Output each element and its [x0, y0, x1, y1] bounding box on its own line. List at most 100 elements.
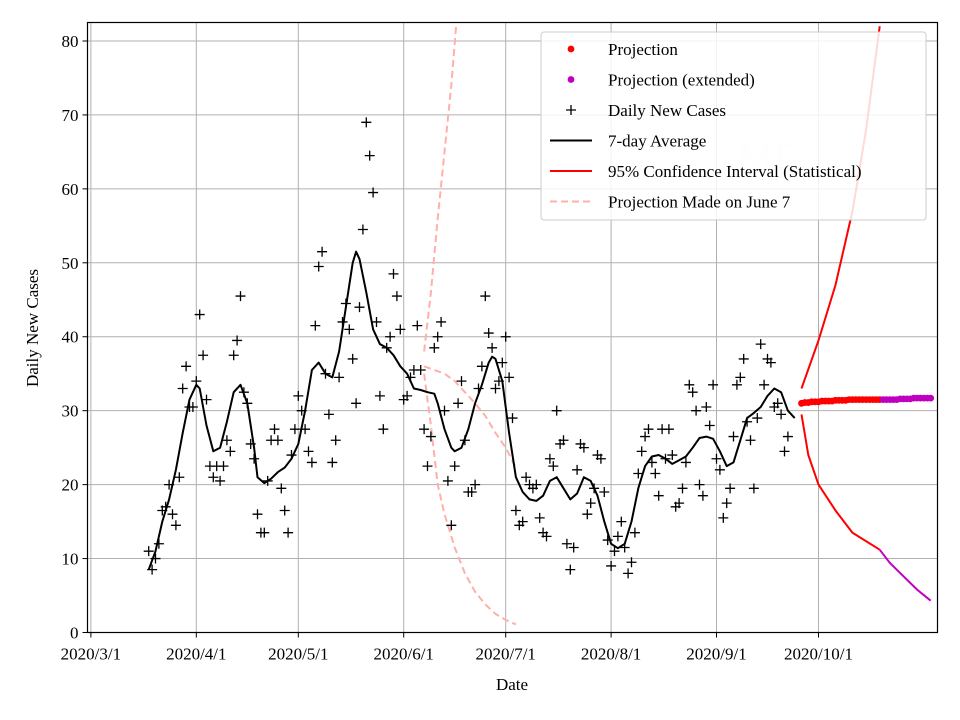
daily-case-point — [283, 527, 294, 538]
daily-case-point — [181, 361, 192, 372]
daily-case-point — [368, 187, 379, 198]
daily-case-point — [735, 372, 746, 383]
x-tick-label: 2020/8/1 — [581, 645, 641, 664]
daily-case-point — [272, 435, 283, 446]
plot-frame — [86, 21, 939, 634]
daily-case-point — [646, 457, 657, 468]
plot-area-data — [143, 22, 935, 626]
daily-case-point — [500, 331, 511, 342]
daily-case-point — [650, 468, 661, 479]
daily-case-point — [439, 405, 450, 416]
daily-case-point — [725, 483, 736, 494]
daily-case-point — [480, 291, 491, 302]
legend-daily-marker — [566, 105, 576, 115]
daily-case-point — [721, 498, 732, 509]
daily-case-point — [653, 490, 664, 501]
daily-case-point — [347, 353, 358, 364]
daily-case-point — [245, 438, 256, 449]
daily-case-point — [504, 372, 515, 383]
ci-lower-extended-line — [878, 549, 932, 602]
daily-case-point — [344, 324, 355, 335]
y-tick-label: 50 — [62, 254, 79, 273]
daily-case-point — [249, 453, 260, 464]
legend-item-projection_extended: Projection (extended) — [567, 71, 755, 90]
daily-case-point — [626, 557, 637, 568]
daily-case-point — [701, 401, 712, 412]
daily-case-point — [660, 453, 671, 464]
daily-case-point — [215, 475, 226, 486]
daily-case-point — [633, 468, 644, 479]
daily-case-point — [714, 464, 725, 475]
daily-case-point — [238, 387, 249, 398]
daily-case-point — [759, 379, 770, 390]
x-axis: 2020/3/1 2020/4/1 2020/5/1 2020/6/1 2020/7/1… — [61, 632, 853, 664]
daily-case-point — [470, 479, 481, 490]
legend-item-daily: Daily New Cases — [566, 101, 726, 120]
daily-case-point — [487, 342, 498, 353]
daily-case-point — [643, 424, 654, 435]
legend-label: 7-day Average — [608, 132, 706, 151]
y-tick-label: 10 — [62, 550, 79, 569]
daily-case-point — [412, 320, 423, 331]
daily-case-point — [565, 564, 576, 575]
daily-case-point — [568, 542, 579, 553]
legend-label: 95% Confidence Interval (Statistical) — [608, 162, 862, 181]
daily-case-point — [422, 461, 433, 472]
daily-case-point — [629, 527, 640, 538]
daily-case-point — [599, 487, 610, 498]
daily-case-point — [589, 483, 600, 494]
daily-case-point — [425, 431, 436, 442]
daily-case-point — [337, 316, 348, 327]
daily-case-point — [595, 453, 606, 464]
daily-case-point — [728, 431, 739, 442]
legend-projection-extended-marker — [567, 76, 575, 83]
legend-label: Projection — [608, 40, 678, 59]
x-tick-label: 2020/4/1 — [166, 645, 226, 664]
x-tick-label: 2020/9/1 — [686, 645, 746, 664]
daily-case-point — [232, 335, 243, 346]
daily-case-point — [385, 331, 396, 342]
daily-case-point — [334, 372, 345, 383]
x-tick-label: 2020/10/1 — [784, 645, 853, 664]
daily-case-point — [776, 409, 787, 420]
legend: Projection Projection (extended) Daily New… — [540, 31, 927, 221]
june7-projection-middle — [423, 365, 517, 469]
daily-case-point — [623, 568, 634, 579]
daily-case-point — [381, 342, 392, 353]
daily-case-point — [405, 372, 416, 383]
y-axis-label: Daily New Cases — [23, 269, 42, 387]
x-tick-label: 2020/7/1 — [475, 645, 535, 664]
plot-content — [143, 22, 935, 626]
daily-case-point — [755, 339, 766, 350]
daily-case-point — [279, 505, 290, 516]
daily-case-point — [765, 357, 776, 368]
daily-case-point — [167, 509, 178, 520]
daily-case-point — [663, 424, 674, 435]
daily-case-point — [276, 483, 287, 494]
x-axis-label: Date — [496, 675, 528, 694]
daily-case-point — [150, 553, 161, 564]
daily-case-point — [164, 479, 175, 490]
daily-case-point — [490, 383, 501, 394]
daily-case-point — [541, 531, 552, 542]
daily-case-point — [364, 150, 375, 161]
daily-case-point — [640, 431, 651, 442]
daily-case-point — [415, 365, 426, 376]
daily-case-point — [354, 302, 365, 313]
daily-case-point — [517, 516, 528, 527]
daily-case-point — [402, 390, 413, 401]
legend-box — [540, 31, 927, 221]
daily-case-point — [340, 298, 351, 309]
daily-case-point — [473, 383, 484, 394]
june7-projection-lower — [423, 373, 517, 626]
daily-case-point — [218, 461, 229, 472]
daily-case-point — [160, 501, 171, 512]
daily-case-point — [456, 376, 467, 387]
daily-case-point — [585, 498, 596, 509]
daily-case-point — [191, 376, 202, 387]
daily-case-point — [752, 413, 763, 424]
daily-case-point — [544, 453, 555, 464]
daily-case-point — [510, 505, 521, 516]
daily-case-point — [310, 320, 321, 331]
